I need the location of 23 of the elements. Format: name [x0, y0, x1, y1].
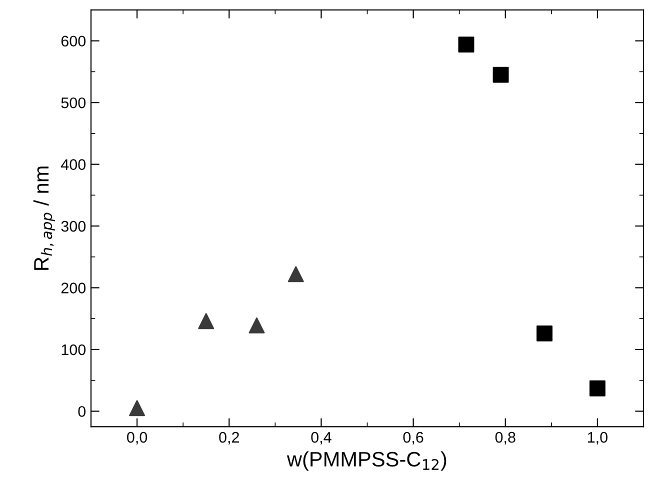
- y-axis-title: R$_{h,app}$ / nm: [33, 166, 55, 270]
- x-tick-label: 0,6: [403, 432, 424, 445]
- point: [589, 380, 606, 396]
- x-tick-label: 1,0: [588, 432, 608, 445]
- y-tick-label: 0: [78, 406, 86, 417]
- x-tick-label: 0,0: [127, 432, 148, 445]
- point: [458, 36, 474, 53]
- point: [248, 317, 265, 334]
- y-tick-label: 400: [61, 159, 86, 170]
- x-tick-label: 0,8: [495, 432, 516, 445]
- y-tick-label: 200: [61, 282, 86, 294]
- point: [536, 325, 552, 342]
- point: [288, 266, 304, 282]
- y-tick-label: 300: [61, 220, 86, 232]
- y-tick-label: 100: [62, 344, 86, 356]
- point: [492, 66, 509, 83]
- point: [129, 400, 146, 416]
- x-axis-title: w(PMMPSS-C$_{12}$): [286, 451, 446, 471]
- x-tick-label: 0,4: [311, 432, 332, 445]
- x-tick-label: 0,2: [219, 432, 239, 445]
- y-tick-label: 600: [61, 36, 86, 47]
- y-tick-label: 500: [61, 97, 86, 108]
- point: [198, 313, 214, 330]
